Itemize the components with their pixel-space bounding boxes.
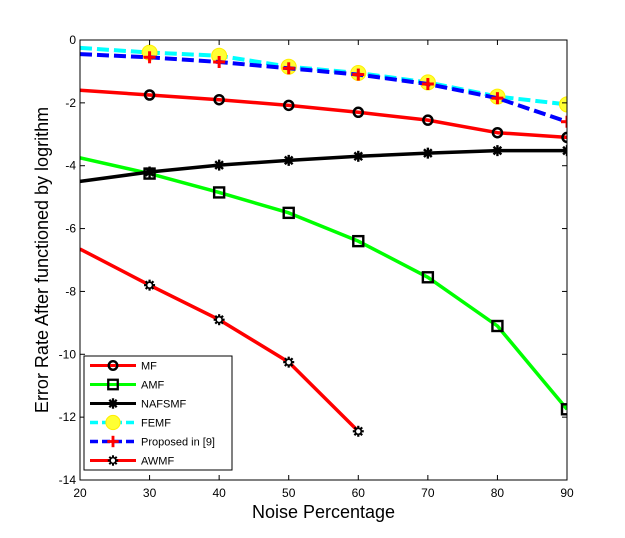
y-tick-label: -4 xyxy=(65,159,76,173)
x-tick-label: 40 xyxy=(212,486,226,500)
x-tick-label: 90 xyxy=(560,486,574,500)
legend: MF AMF NAFSMF FEMF Proposed in [9] AWMF xyxy=(83,355,233,471)
data-point-mf xyxy=(561,131,567,144)
legend-marker-proposed-in-9 xyxy=(107,435,119,448)
y-tick-label: -2 xyxy=(65,96,76,110)
y-tick-label: 0 xyxy=(69,33,76,47)
tick-layer: 20 30 40 50 60 70 80 90 -14 -12 -10 -8 -6 -4 -2 0 xyxy=(59,33,574,500)
x-tick-label: 60 xyxy=(352,486,366,500)
series-line-mf xyxy=(80,88,567,140)
data-point-amf xyxy=(352,234,365,248)
series-awmf xyxy=(80,247,364,437)
data-point-nafsmf xyxy=(213,159,225,171)
data-point-proposed-in-9 xyxy=(421,78,434,90)
data-point-mf xyxy=(491,126,504,139)
x-tick-label: 50 xyxy=(282,486,296,500)
y-tick-label: -6 xyxy=(65,222,76,236)
series-mf xyxy=(80,88,567,144)
data-point-awmf xyxy=(213,314,225,326)
data-point-proposed-in-9 xyxy=(213,56,226,68)
data-point-femf xyxy=(559,96,567,113)
data-point-proposed-in-9 xyxy=(561,115,567,128)
data-point-proposed-in-9 xyxy=(282,62,295,75)
legend-marker-femf xyxy=(105,414,121,431)
data-point-mf xyxy=(143,89,156,101)
legend-box xyxy=(83,355,233,471)
data-point-awmf xyxy=(144,279,156,291)
data-point-mf xyxy=(213,93,225,106)
series-line-nafsmf xyxy=(80,148,567,184)
series-line-proposed-in-9 xyxy=(80,52,567,124)
legend-label-amf: AMF xyxy=(141,380,165,392)
series-proposed-in-9 xyxy=(80,51,567,128)
y-tick-label: -8 xyxy=(65,284,76,298)
data-point-amf xyxy=(212,186,226,199)
plot-frame xyxy=(79,39,568,481)
data-point-amf xyxy=(491,319,504,333)
data-point-nafsmf xyxy=(144,166,156,178)
legend-entry-amf: AMF xyxy=(90,378,165,392)
legend-entry-proposed-in-9: Proposed in [9] xyxy=(90,435,215,449)
data-point-nafsmf xyxy=(561,145,567,157)
legend-entry-mf: MF xyxy=(90,360,157,373)
data-point-proposed-in-9 xyxy=(491,92,504,105)
legend-marker-mf xyxy=(107,360,119,371)
y-axis-label: Error Rate After functioned by logrithm xyxy=(32,107,52,413)
data-point-nafsmf xyxy=(491,145,503,157)
legend-label-awmf: AWMF xyxy=(141,456,174,468)
series-layer xyxy=(80,44,567,437)
x-axis-label: Noise Percentage xyxy=(252,502,395,522)
legend-label-femf: FEMF xyxy=(141,418,171,430)
data-point-amf xyxy=(282,206,295,220)
x-tick-label: 30 xyxy=(143,486,157,500)
data-point-awmf xyxy=(283,356,295,368)
legend-entry-awmf: AWMF xyxy=(90,455,174,468)
legend-label-nafsmf: NAFSMF xyxy=(141,399,187,411)
data-point-proposed-in-9 xyxy=(143,51,156,64)
x-tick-label: 20 xyxy=(73,486,87,500)
data-point-mf xyxy=(352,106,365,119)
legend-label-proposed-in-9: Proposed in [9] xyxy=(141,437,215,449)
y-tick-label: -12 xyxy=(59,410,77,424)
legend-marker-awmf xyxy=(107,455,119,466)
data-point-nafsmf xyxy=(422,147,434,159)
data-point-mf xyxy=(422,114,434,126)
data-point-nafsmf xyxy=(352,150,364,162)
series-line-amf xyxy=(80,156,567,411)
data-point-proposed-in-9 xyxy=(352,68,365,81)
legend-marker-amf xyxy=(107,378,119,391)
legend-entry-femf: FEMF xyxy=(90,414,171,431)
y-tick-label: -14 xyxy=(59,473,77,487)
data-point-amf xyxy=(421,271,435,284)
x-tick-label: 80 xyxy=(491,486,505,500)
data-point-mf xyxy=(282,99,295,112)
legend-label-mf: MF xyxy=(141,361,157,373)
series-nafsmf xyxy=(80,145,567,184)
legend-marker-nafsmf xyxy=(107,398,119,409)
legend-entry-nafsmf: NAFSMF xyxy=(90,398,187,411)
y-tick-label: -10 xyxy=(59,347,77,361)
data-point-amf xyxy=(560,403,567,416)
data-point-nafsmf xyxy=(283,154,295,166)
data-point-awmf xyxy=(352,425,364,437)
x-tick-label: 70 xyxy=(421,486,435,500)
